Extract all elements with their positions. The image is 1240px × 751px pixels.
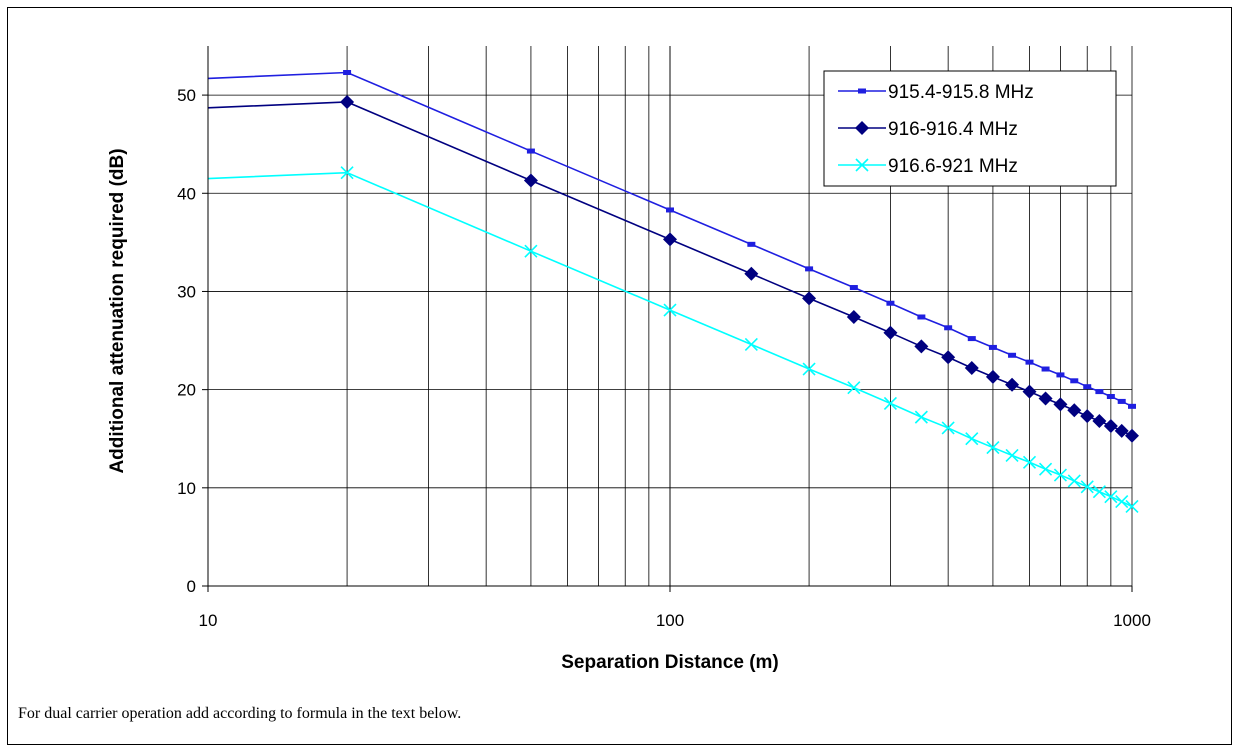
- y-tick-label: 30: [177, 282, 196, 301]
- legend-entry-3: 916.6-921 MHz: [838, 156, 1018, 177]
- data-point: [1041, 366, 1050, 372]
- legend-marker: [858, 88, 866, 94]
- data-point: [988, 344, 997, 350]
- legend-marker: [855, 121, 869, 135]
- data-point: [340, 166, 354, 180]
- data-point: [917, 314, 926, 320]
- legend-label: 916-916.4 MHz: [888, 119, 1018, 140]
- data-point: [805, 266, 814, 272]
- x-axis-title: Separation Distance (m): [561, 652, 779, 673]
- data-point: [886, 300, 895, 306]
- x-tick-label: 1000: [1113, 611, 1151, 630]
- series-3: [207, 166, 1139, 514]
- data-point: [666, 207, 674, 213]
- y-tick-label: 0: [187, 577, 196, 596]
- data-point: [744, 337, 758, 352]
- data-point: [1080, 480, 1094, 494]
- data-point: [1095, 389, 1104, 395]
- data-point: [1114, 423, 1129, 438]
- legend-label: 916.6-921 MHz: [888, 156, 1018, 177]
- data-point: [802, 291, 817, 306]
- data-point: [1067, 474, 1081, 488]
- data-point: [526, 148, 535, 154]
- footnote: For dual carrier operation add according…: [18, 705, 462, 722]
- data-point: [914, 339, 929, 354]
- data-point: [1053, 397, 1068, 412]
- legend-entry-2: 916-916.4 MHz: [838, 119, 1018, 140]
- x-tick-label: 10: [199, 611, 218, 630]
- data-point: [1008, 352, 1017, 358]
- series-line: [207, 101, 1133, 437]
- data-point: [1117, 398, 1126, 404]
- data-point: [1005, 448, 1019, 462]
- data-point: [967, 336, 976, 342]
- data-point: [1104, 490, 1118, 504]
- data-point: [744, 266, 759, 281]
- data-point: [964, 361, 979, 376]
- data-point: [1083, 384, 1092, 390]
- data-point: [524, 244, 538, 258]
- data-point: [343, 70, 352, 76]
- data-point: [663, 303, 677, 317]
- data-point: [1025, 359, 1034, 365]
- x-tick-label: 100: [656, 611, 684, 630]
- data-point: [1067, 403, 1082, 418]
- data-point: [941, 350, 956, 365]
- data-point: [1056, 372, 1065, 378]
- data-point: [941, 421, 955, 435]
- data-point: [985, 369, 1000, 384]
- data-point: [1125, 428, 1139, 443]
- data-point: [883, 325, 898, 340]
- data-point: [1005, 377, 1020, 392]
- data-point: [523, 173, 538, 188]
- data-point: [1022, 455, 1037, 469]
- data-point: [1039, 462, 1053, 476]
- data-point: [1128, 403, 1136, 409]
- data-point: [965, 432, 979, 446]
- data-point: [1103, 418, 1118, 433]
- legend-label: 915.4-915.8 MHz: [888, 82, 1034, 103]
- data-point: [914, 410, 928, 424]
- legend-entry-1: 915.4-915.8 MHz: [838, 82, 1034, 103]
- data-point: [1092, 485, 1106, 499]
- data-point: [802, 362, 816, 376]
- data-point: [883, 396, 897, 410]
- data-point: [1106, 394, 1115, 400]
- data-point: [663, 232, 677, 247]
- y-tick-label: 10: [177, 479, 196, 498]
- data-point: [340, 94, 355, 109]
- series-layer: [207, 70, 1139, 514]
- data-point: [1080, 409, 1095, 424]
- data-point: [747, 241, 756, 247]
- legend: 915.4-915.8 MHz 916-916.4 MHz 916.6-921 MH…: [823, 70, 1117, 187]
- data-point: [846, 309, 861, 324]
- y-tick-label: 50: [177, 86, 196, 105]
- data-point: [1115, 494, 1129, 509]
- data-point: [1022, 384, 1037, 399]
- series-1: [207, 70, 1136, 409]
- y-axis-title: Additional attenuation required (dB): [107, 148, 128, 473]
- data-point: [986, 440, 1000, 455]
- data-point: [1125, 499, 1139, 514]
- data-point: [944, 325, 953, 331]
- data-point: [849, 285, 858, 291]
- y-tick-label: 40: [177, 184, 196, 203]
- y-tick-label: 20: [177, 381, 196, 400]
- data-point: [1038, 391, 1053, 406]
- data-point: [847, 381, 861, 395]
- data-point: [1053, 468, 1068, 482]
- series-line: [207, 71, 1133, 408]
- series-2: [207, 94, 1139, 443]
- legend-marker: [855, 158, 869, 172]
- data-point: [1092, 414, 1107, 429]
- series-line: [207, 171, 1133, 508]
- data-point: [1070, 378, 1079, 384]
